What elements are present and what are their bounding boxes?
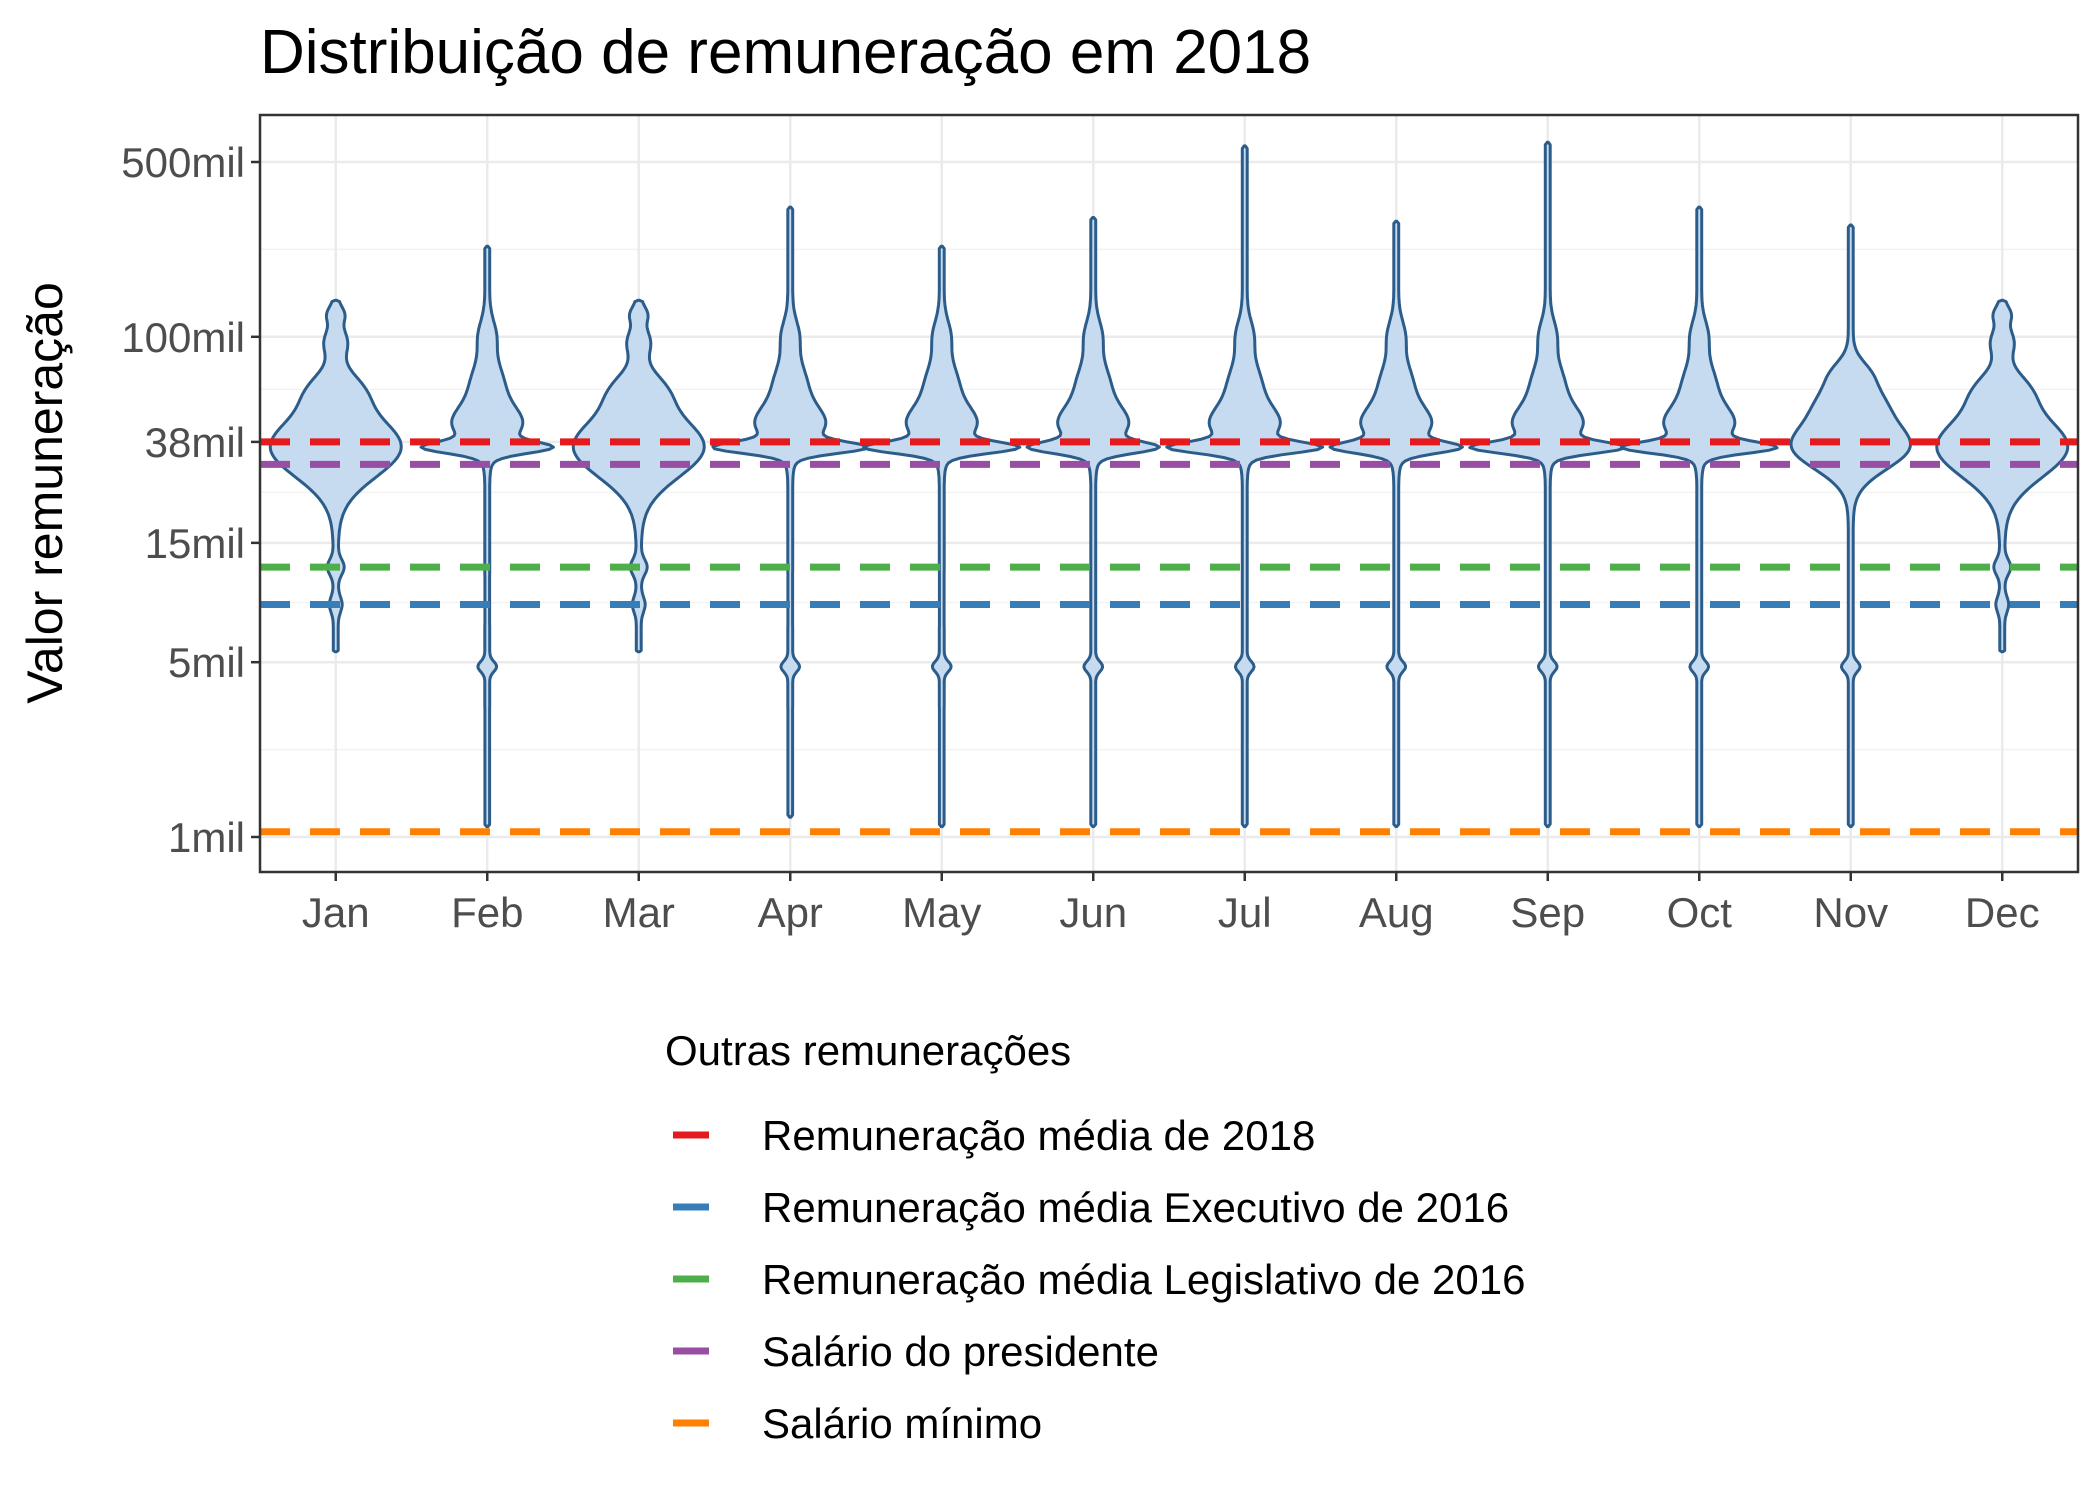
x-tick-label: Oct — [1667, 889, 1733, 936]
y-tick-label: 500mil — [121, 139, 245, 186]
violin-nov — [1789, 223, 1912, 829]
plot-panel-border — [258, 113, 2080, 874]
x-tick-label: Jul — [1218, 889, 1272, 936]
x-tick-label: May — [902, 889, 981, 936]
x-tick-label: Jun — [1059, 889, 1127, 936]
violin-apr — [711, 205, 870, 819]
chart-title: Distribuição de remuneração em 2018 — [260, 18, 1311, 87]
violin-mar — [571, 298, 706, 654]
y-tick-label: 38mil — [145, 419, 245, 466]
y-tick-label: 100mil — [121, 314, 245, 361]
violin-jan — [268, 298, 403, 654]
violin-may — [862, 244, 1022, 829]
legend-label: Salário do presidente — [762, 1328, 1159, 1375]
violin-jun — [1025, 216, 1161, 829]
x-tick-label: Apr — [758, 889, 823, 936]
legend-label: Remuneração média Executivo de 2016 — [762, 1184, 1509, 1231]
y-axis-label: Valor remuneração — [17, 282, 73, 704]
violin-sep — [1468, 140, 1628, 829]
y-tick-label: 5mil — [168, 639, 245, 686]
x-tick-label: Sep — [1510, 889, 1585, 936]
legend-label: Remuneração média de 2018 — [762, 1112, 1315, 1159]
legend-label: Salário mínimo — [762, 1400, 1042, 1447]
x-tick-label: Mar — [603, 889, 675, 936]
x-tick-label: Nov — [1813, 889, 1888, 936]
x-tick-label: Dec — [1965, 889, 2040, 936]
violin-oct — [1619, 205, 1779, 829]
violin-dec — [1935, 298, 2070, 654]
y-tick-label: 15mil — [145, 520, 245, 567]
legend-label: Remuneração média Legislativo de 2016 — [762, 1256, 1526, 1303]
violin-feb — [419, 244, 555, 829]
violin-aug — [1328, 219, 1464, 829]
y-tick-label: 1mil — [168, 814, 245, 861]
x-tick-label: Feb — [451, 889, 523, 936]
x-tick-label: Aug — [1359, 889, 1434, 936]
violin-jul — [1165, 144, 1325, 829]
x-tick-label: Jan — [302, 889, 370, 936]
legend-title: Outras remunerações — [665, 1027, 1071, 1074]
